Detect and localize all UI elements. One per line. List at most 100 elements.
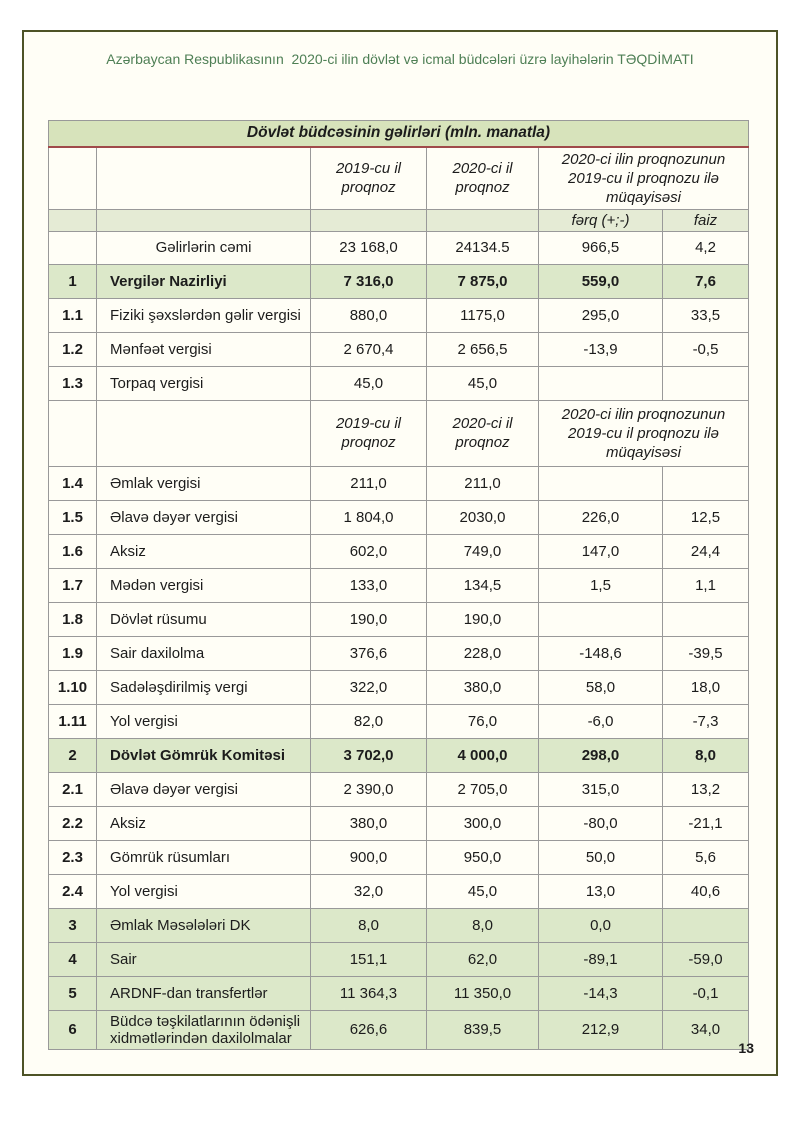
row-label: Yol vergisi: [96, 873, 311, 909]
value-pct: [662, 601, 749, 637]
table-row-1.3: 1.3 Torpaq vergisi 45,0 45,0: [48, 365, 749, 401]
value-2019: 2 390,0: [310, 771, 427, 807]
value-diff: 966,5: [538, 230, 663, 265]
row-label: Yol vergisi: [96, 703, 311, 739]
value-pct: -0,1: [662, 975, 749, 1011]
row-number: 2.1: [48, 771, 97, 807]
value-2019: 23 168,0: [310, 230, 427, 265]
row-number: 2.4: [48, 873, 97, 909]
row-number: 2.3: [48, 839, 97, 875]
value-2019: 380,0: [310, 805, 427, 841]
table-cell: [96, 399, 311, 467]
value-pct: -7,3: [662, 703, 749, 739]
row-number: 1.9: [48, 635, 97, 671]
value-diff: [538, 365, 663, 401]
table-row-1.8: 1.8 Dövlət rüsumu 190,0 190,0: [48, 601, 749, 637]
value-2020: 749,0: [426, 533, 539, 569]
value-pct: -21,1: [662, 805, 749, 841]
row-number: 4: [48, 941, 97, 977]
table-row-1.7: 1.7 Mədən vergisi 133,0 134,5 1,5 1,1: [48, 567, 749, 603]
value-2019: 3 702,0: [310, 737, 427, 773]
table-row-1.6: 1.6 Aksiz 602,0 749,0 147,0 24,4: [48, 533, 749, 569]
value-2019: 82,0: [310, 703, 427, 739]
value-diff: 13,0: [538, 873, 663, 909]
value-2019: 376,6: [310, 635, 427, 671]
value-2019: 602,0: [310, 533, 427, 569]
row-label: Əmlak Məsələləri DK: [96, 907, 311, 943]
column-header-2020: 2020-ci il proqnoz: [426, 146, 539, 210]
value-2019: 1 804,0: [310, 499, 427, 535]
table-row-subcols: fərq (+;-) faiz: [48, 208, 749, 232]
table-cell: [310, 208, 427, 232]
row-label: Gəlirlərin cəmi: [96, 230, 311, 265]
value-2020: 228,0: [426, 635, 539, 671]
value-pct: 5,6: [662, 839, 749, 875]
row-number: [48, 230, 97, 265]
row-label: Əlavə dəyər vergisi: [96, 499, 311, 535]
row-number: 3: [48, 907, 97, 943]
value-pct: -39,5: [662, 635, 749, 671]
column-header-2020: 2020-ci il proqnoz: [426, 399, 539, 467]
row-label: Aksiz: [96, 805, 311, 841]
value-pct: 40,6: [662, 873, 749, 909]
value-2020: 211,0: [426, 465, 539, 501]
column-header-2019: 2019-cu il proqnoz: [310, 399, 427, 467]
table-row-title: Dövlət büdcəsinin gəlirləri (mln. manatl…: [48, 120, 749, 148]
row-number: 1.8: [48, 601, 97, 637]
table-row-2.1: 2.1 Əlavə dəyər vergisi 2 390,0 2 705,0 315,…: [48, 771, 749, 807]
table-row-3: 3 Əmlak Məsələləri DK 8,0 8,0 0,0: [48, 907, 749, 943]
value-diff: -14,3: [538, 975, 663, 1011]
value-2020: 190,0: [426, 601, 539, 637]
value-pct: 13,2: [662, 771, 749, 807]
value-pct: [662, 465, 749, 501]
value-2019: 8,0: [310, 907, 427, 943]
value-pct: 33,5: [662, 297, 749, 333]
value-2020: 7 875,0: [426, 263, 539, 299]
row-number: 1.1: [48, 297, 97, 333]
row-label: Gömrük rüsumları: [96, 839, 311, 875]
value-2019: 190,0: [310, 601, 427, 637]
value-2020: 134,5: [426, 567, 539, 603]
table-row-total: Gəlirlərin cəmi 23 168,0 24134.5 966,5 4,2: [48, 230, 749, 265]
table-row-1: 1 Vergilər Nazirliyi 7 316,0 7 875,0 559,0 7,…: [48, 263, 749, 299]
value-2020: 380,0: [426, 669, 539, 705]
row-label: Aksiz: [96, 533, 311, 569]
value-2020: 1175,0: [426, 297, 539, 333]
value-2020: 24134.5: [426, 230, 539, 265]
table-row-2.4: 2.4 Yol vergisi 32,0 45,0 13,0 40,6: [48, 873, 749, 909]
value-2019: 211,0: [310, 465, 427, 501]
row-number: 1.4: [48, 465, 97, 501]
row-label: Vergilər Nazirliyi: [96, 263, 311, 299]
row-label: Mənfəət vergisi: [96, 331, 311, 367]
value-diff: -6,0: [538, 703, 663, 739]
value-diff: 295,0: [538, 297, 663, 333]
value-2020: 45,0: [426, 873, 539, 909]
value-diff: -148,6: [538, 635, 663, 671]
column-header-diff: fərq (+;-): [538, 208, 663, 232]
row-number: 1.2: [48, 331, 97, 367]
value-diff: 559,0: [538, 263, 663, 299]
row-label: Sair daxilolma: [96, 635, 311, 671]
value-2019: 2 670,4: [310, 331, 427, 367]
column-header-2019: 2019-cu il proqnoz: [310, 146, 427, 210]
row-number: 1.3: [48, 365, 97, 401]
value-diff: [538, 465, 663, 501]
budget-table-body: Dövlət büdcəsinin gəlirləri (mln. manatl…: [48, 120, 749, 1050]
row-number: 1.7: [48, 567, 97, 603]
row-number: 1.10: [48, 669, 97, 705]
value-2019: 133,0: [310, 567, 427, 603]
value-2020: 2 705,0: [426, 771, 539, 807]
value-2019: 626,6: [310, 1009, 427, 1050]
value-2020: 8,0: [426, 907, 539, 943]
value-pct: 18,0: [662, 669, 749, 705]
value-diff: 50,0: [538, 839, 663, 875]
value-2020: 839,5: [426, 1009, 539, 1050]
value-2020: 4 000,0: [426, 737, 539, 773]
table-row-1.5: 1.5 Əlavə dəyər vergisi 1 804,0 2030,0 226,0…: [48, 499, 749, 535]
value-pct: 8,0: [662, 737, 749, 773]
value-2020: 62,0: [426, 941, 539, 977]
page-frame: Azərbaycan Respublikasının 2020-ci ilin …: [22, 30, 778, 1076]
column-header-comparison: 2020-ci ilin proqnozunun 2019-cu il proq…: [538, 146, 749, 210]
value-diff: -80,0: [538, 805, 663, 841]
row-number: 5: [48, 975, 97, 1011]
